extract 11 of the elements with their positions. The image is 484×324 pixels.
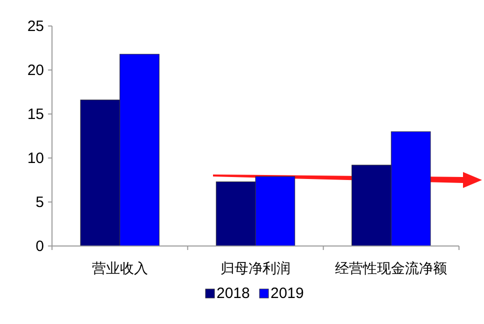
y-tick-label: 15	[27, 106, 44, 123]
legend-label: 2018	[216, 285, 250, 302]
legend-label: 2019	[270, 285, 304, 302]
x-tick-label: 营业收入	[92, 260, 148, 276]
y-tick-label: 25	[27, 18, 44, 35]
y-tick-label: 20	[27, 62, 44, 79]
y-tick-label: 5	[36, 194, 44, 211]
x-tick-label: 归母净利润	[220, 260, 290, 276]
y-tick-label: 10	[27, 150, 44, 167]
y-tick-label: 0	[36, 238, 44, 255]
x-tick-label: 经营性现金流净额	[335, 260, 448, 276]
